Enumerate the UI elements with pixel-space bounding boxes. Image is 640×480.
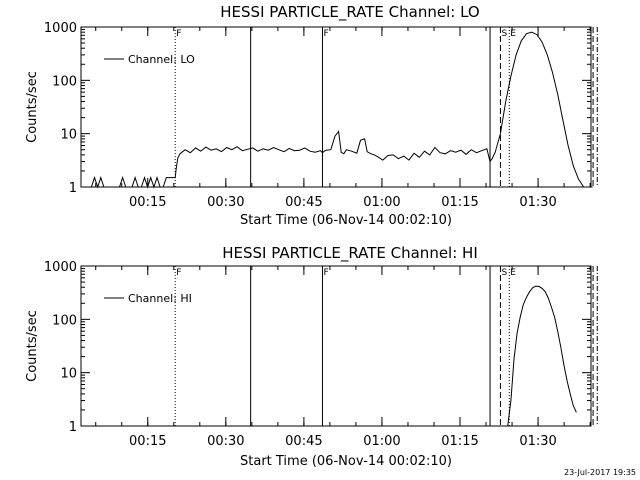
chart-panel-hi: HESSI PARTICLE_RATE Channel: HI 1 10 100 10… — [25, 244, 598, 469]
legend: Channel: HI — [104, 292, 192, 305]
x-tick-label: 01:30 — [519, 195, 556, 210]
chart-panel-lo: HESSI PARTICLE_RATE Channel: LO 1 10 100 10… — [25, 3, 598, 228]
plot-frame — [80, 26, 592, 188]
y-tick-label: 10 — [60, 367, 77, 382]
x-tick-label: 01:00 — [363, 434, 400, 449]
y-axis-label: Counts/sec — [25, 310, 40, 382]
legend-label: Channel: HI — [128, 292, 192, 305]
footer-timestamp: 23-Jul-2017 19:35 — [564, 468, 636, 477]
event-marker-label: F — [176, 268, 181, 278]
event-marker-label: F — [323, 29, 328, 39]
legend-label: Channel: LO — [128, 53, 195, 66]
series-line — [81, 31, 593, 189]
x-axis: 00:15 00:30 00:45 01:00 01:15 01:30 — [95, 27, 591, 210]
series-line — [507, 285, 577, 427]
y-tick-label: 1000 — [44, 21, 77, 36]
x-tick-label: 00:30 — [207, 434, 244, 449]
x-tick-label: 01:30 — [519, 434, 556, 449]
y-tick-label: 10 — [60, 128, 77, 143]
y-tick-label: 1 — [69, 420, 77, 435]
x-tick-label: 00:45 — [285, 195, 322, 210]
y-tick-label: 1000 — [44, 260, 77, 275]
event-marker-label: F — [176, 29, 181, 39]
x-tick-label: 00:30 — [207, 195, 244, 210]
x-tick-label: 01:00 — [363, 195, 400, 210]
y-axis: 1 10 100 1000 — [44, 260, 591, 435]
data-series — [81, 31, 593, 189]
y-tick-label: 100 — [52, 74, 77, 89]
event-marker-label: F — [323, 268, 328, 278]
x-tick-label: 01:15 — [441, 434, 478, 449]
y-tick-label: 1 — [69, 181, 77, 196]
x-tick-label: 00:15 — [129, 195, 166, 210]
plot-frame — [80, 265, 592, 427]
event-marker-label: E — [510, 268, 516, 278]
legend: Channel: LO — [104, 53, 195, 66]
x-axis-label: Start Time (06-Nov-14 00:02:10) — [240, 213, 452, 228]
y-tick-label: 100 — [52, 313, 77, 328]
data-series — [507, 285, 577, 427]
event-marker-label: S — [501, 268, 507, 278]
event-marker-label: S — [501, 29, 507, 39]
chart-title: HESSI PARTICLE_RATE Channel: LO — [220, 3, 479, 22]
y-axis: 1 10 100 1000 — [44, 21, 591, 196]
y-axis-label: Counts/sec — [25, 71, 40, 143]
x-tick-label: 00:45 — [285, 434, 322, 449]
x-axis-label: Start Time (06-Nov-14 00:02:10) — [240, 454, 452, 469]
x-axis: 00:15 00:30 00:45 01:00 01:15 01:30 — [95, 266, 591, 449]
event-marker-label: E — [510, 29, 516, 39]
x-tick-label: 00:15 — [129, 434, 166, 449]
x-tick-label: 01:15 — [441, 195, 478, 210]
chart-title: HESSI PARTICLE_RATE Channel: HI — [222, 244, 478, 263]
